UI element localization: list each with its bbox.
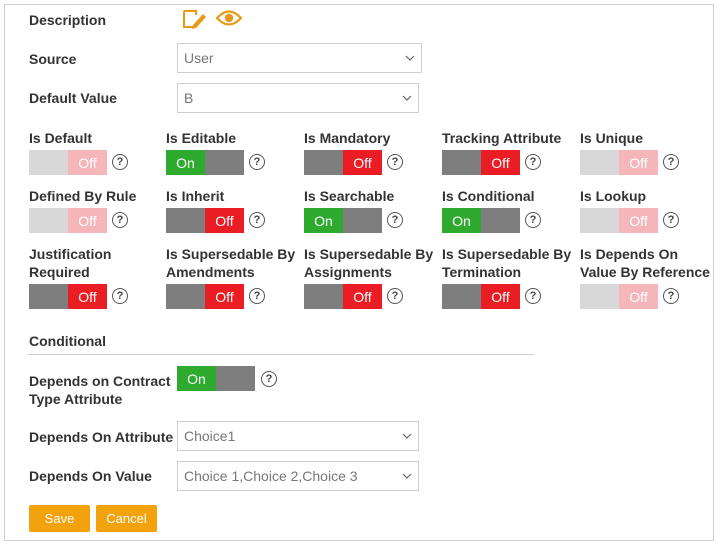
help-icon[interactable]: ?	[249, 154, 265, 170]
chevron-down-icon	[396, 84, 418, 112]
chevron-down-icon	[399, 44, 421, 72]
justification-required-label: Justification Required	[29, 246, 112, 280]
help-icon[interactable]: ?	[663, 154, 679, 170]
toggle-state: Off	[481, 284, 520, 309]
chevron-down-icon	[396, 422, 418, 450]
is-unique-label: Is Unique	[580, 130, 644, 146]
toggle-state: Off	[481, 150, 520, 175]
defined-by-rule-toggle[interactable]: Off	[29, 208, 107, 233]
justification-required-toggle[interactable]: Off	[29, 284, 107, 309]
supersedable-amendments-toggle[interactable]: Off	[166, 284, 244, 309]
is-inherit-label: Is Inherit	[166, 188, 225, 204]
depends-value-value: Choice 1,Choice 2,Choice 3	[184, 468, 358, 484]
conditional-section-title: Conditional	[29, 333, 106, 349]
is-searchable-toggle[interactable]: On	[304, 208, 382, 233]
is-mandatory-toggle[interactable]: Off	[304, 150, 382, 175]
is-default-toggle[interactable]: Off	[29, 150, 107, 175]
depends-on-value-reference-label: Is Depends On Value By Reference	[580, 246, 710, 280]
source-value: User	[184, 50, 214, 66]
is-lookup-label: Is Lookup	[580, 188, 647, 204]
toggle-state: Off	[619, 150, 658, 175]
toggle-state: On	[442, 208, 481, 233]
toggle-state: Off	[343, 150, 382, 175]
default-value-value: B	[184, 90, 194, 106]
depends-value-label: Depends On Value	[29, 468, 152, 484]
section-divider	[28, 354, 534, 355]
depends-contract-toggle[interactable]: On	[177, 366, 255, 391]
is-inherit-toggle[interactable]: Off	[166, 208, 244, 233]
toggle-state: On	[177, 366, 216, 391]
supersedable-assignments-toggle[interactable]: Off	[304, 284, 382, 309]
is-editable-toggle[interactable]: On	[166, 150, 244, 175]
help-icon[interactable]: ?	[663, 212, 679, 228]
toggle-state: On	[304, 208, 343, 233]
help-icon[interactable]: ?	[112, 212, 128, 228]
help-icon[interactable]: ?	[663, 288, 679, 304]
cancel-button[interactable]: Cancel	[96, 505, 157, 532]
help-icon[interactable]: ?	[249, 288, 265, 304]
is-lookup-toggle[interactable]: Off	[580, 208, 658, 233]
eye-icon[interactable]	[215, 9, 243, 32]
chevron-down-icon	[396, 462, 418, 490]
depends-attribute-value: Choice1	[184, 428, 236, 444]
help-icon[interactable]: ?	[387, 154, 403, 170]
supersedable-termination-toggle[interactable]: Off	[442, 284, 520, 309]
is-conditional-label: Is Conditional	[442, 188, 535, 204]
toggle-state: On	[166, 150, 205, 175]
toggle-state: Off	[205, 284, 244, 309]
help-icon[interactable]: ?	[112, 154, 128, 170]
is-editable-label: Is Editable	[166, 130, 237, 146]
is-default-label: Is Default	[29, 130, 93, 146]
description-label: Description	[29, 12, 107, 28]
help-icon[interactable]: ?	[387, 288, 403, 304]
help-icon[interactable]: ?	[525, 154, 541, 170]
is-searchable-label: Is Searchable	[304, 188, 395, 204]
tracking-attribute-toggle[interactable]: Off	[442, 150, 520, 175]
help-icon[interactable]: ?	[525, 212, 541, 228]
depends-attribute-select[interactable]: Choice1	[177, 421, 419, 451]
depends-contract-label: Depends on Contract Type Attribute	[29, 373, 171, 407]
help-icon[interactable]: ?	[387, 212, 403, 228]
tracking-attribute-label: Tracking Attribute	[442, 130, 562, 146]
default-value-select[interactable]: B	[177, 83, 419, 113]
help-icon[interactable]: ?	[525, 288, 541, 304]
toggle-state: Off	[619, 284, 658, 309]
source-select[interactable]: User	[177, 43, 422, 73]
supersedable-assignments-label: Is Supersedable By Assignments	[304, 246, 434, 280]
help-icon[interactable]: ?	[261, 371, 277, 387]
save-button[interactable]: Save	[29, 505, 90, 532]
help-icon[interactable]: ?	[112, 288, 128, 304]
toggle-state: Off	[343, 284, 382, 309]
defined-by-rule-label: Defined By Rule	[29, 188, 137, 204]
is-unique-toggle[interactable]: Off	[580, 150, 658, 175]
toggle-state: Off	[68, 284, 107, 309]
depends-on-value-reference-toggle[interactable]: Off	[580, 284, 658, 309]
depends-value-select[interactable]: Choice 1,Choice 2,Choice 3	[177, 461, 419, 491]
is-mandatory-label: Is Mandatory	[304, 130, 391, 146]
default-value-label: Default Value	[29, 90, 117, 106]
help-icon[interactable]: ?	[249, 212, 265, 228]
source-label: Source	[29, 51, 77, 67]
supersedable-termination-label: Is Supersedable By Termination	[442, 246, 572, 280]
toggle-state: Off	[619, 208, 658, 233]
depends-attribute-label: Depends On Attribute	[29, 429, 174, 445]
is-conditional-toggle[interactable]: On	[442, 208, 520, 233]
toggle-state: Off	[205, 208, 244, 233]
supersedable-amendments-label: Is Supersedable By Amendments	[166, 246, 296, 280]
toggle-state: Off	[68, 150, 107, 175]
edit-pencil-icon[interactable]	[181, 8, 207, 35]
toggle-state: Off	[68, 208, 107, 233]
